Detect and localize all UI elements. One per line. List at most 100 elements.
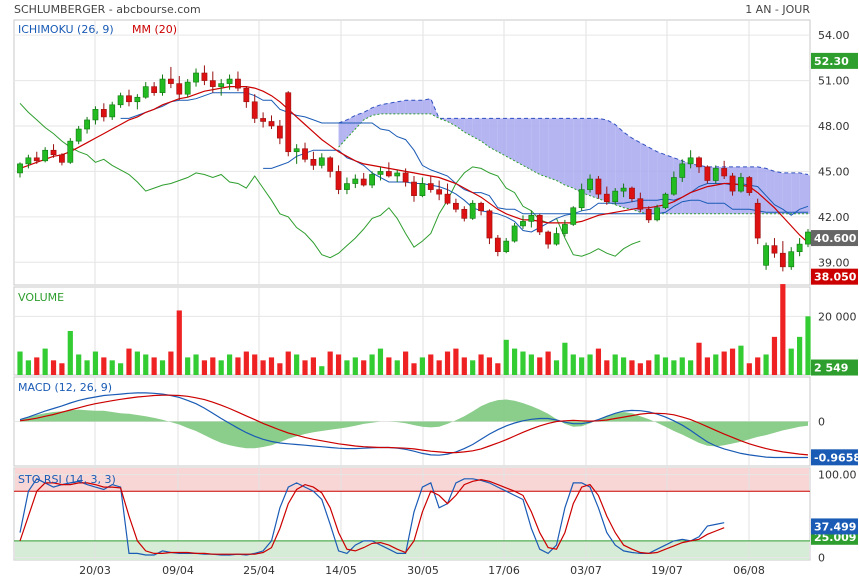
candle-body <box>201 72 208 81</box>
volume-bar <box>579 357 585 375</box>
kumo-cloud-segment <box>782 172 792 214</box>
candle-body <box>645 208 652 221</box>
senkou-span-a <box>338 98 809 175</box>
volume-bar <box>587 354 593 375</box>
header-period: 1 AN - JOUR <box>745 3 810 16</box>
volume-bar <box>134 351 140 375</box>
x-tick-label: 09/04 <box>162 564 194 577</box>
volume-bar <box>654 354 660 375</box>
volume-bar <box>394 360 400 375</box>
kumo-cloud-segment <box>455 118 465 133</box>
candle-body <box>654 207 661 221</box>
volume-bar <box>403 351 409 375</box>
kumo-cloud-segment <box>447 118 456 126</box>
header-title: SCHLUMBERGER - abcbourse.com <box>14 3 201 16</box>
y-tick-label: 54.00 <box>818 29 850 42</box>
kumo-cloud-segment <box>548 118 557 181</box>
sto-badge-1-bg <box>811 518 858 535</box>
x-tick-label: 19/07 <box>651 564 683 577</box>
candle-body <box>729 175 736 192</box>
volume-bar <box>185 357 191 375</box>
volume-bar <box>503 339 509 375</box>
candle-body <box>251 101 258 119</box>
candle-body <box>117 95 124 106</box>
candle-body <box>235 78 241 89</box>
volume-bar <box>42 348 48 375</box>
kumo-cloud-segment <box>774 171 783 214</box>
kumo-cloud-segment <box>397 100 406 114</box>
y-tick-label: 51.00 <box>818 75 850 88</box>
candle-body <box>394 172 401 177</box>
kumo-cloud-segment <box>506 118 515 161</box>
candle-body <box>511 225 518 242</box>
volume-bar <box>545 351 551 375</box>
candle-body <box>587 178 593 190</box>
candle-body <box>17 163 23 174</box>
volume-bar <box>285 351 291 375</box>
kumo-cloud-segment <box>414 100 423 114</box>
kumo-cloud-segment <box>380 103 389 114</box>
volume-bar <box>595 348 602 375</box>
kumo-cloud-segment <box>640 142 649 214</box>
candle-body <box>520 221 526 227</box>
volume-bar <box>696 342 702 375</box>
candle-body <box>193 72 199 83</box>
volume-bar <box>679 357 685 375</box>
candle-body <box>268 121 275 127</box>
candle-body <box>360 178 367 186</box>
candle-body <box>218 83 225 87</box>
candle-body <box>478 202 484 212</box>
volume-bar <box>201 360 208 375</box>
candle-body <box>134 96 141 103</box>
candle-body <box>276 125 283 139</box>
volume-bar <box>92 351 99 375</box>
volume-bar <box>629 360 635 375</box>
candle-body <box>42 149 49 162</box>
candle-body <box>84 119 90 130</box>
volume-bar <box>159 360 166 375</box>
volume-bar <box>277 363 283 375</box>
candle-body <box>310 159 317 166</box>
kumo-cloud-segment <box>338 119 347 148</box>
y-tick-label: 100.00 <box>818 469 857 482</box>
candle-body <box>109 104 116 118</box>
macd-title: MACD (12, 26, 9) <box>18 381 112 394</box>
volume-bar <box>260 360 266 375</box>
candle-body <box>469 202 476 219</box>
kumo-cloud-segment <box>808 174 810 214</box>
kumo-cloud-segment <box>799 172 808 214</box>
volume-bar <box>344 360 350 375</box>
volume-bar <box>218 360 224 375</box>
candle-body <box>696 157 702 168</box>
candle-body <box>721 168 728 177</box>
price-badge-1: 40.600 <box>814 232 857 245</box>
candle-body <box>570 207 577 225</box>
x-tick-label: 17/06 <box>488 564 520 577</box>
kumo-cloud-segment <box>489 118 498 152</box>
kumo-cloud-segment <box>514 118 523 166</box>
volume-bar <box>17 351 23 375</box>
candle-body <box>578 189 585 209</box>
y-tick-label: 48.00 <box>818 120 850 133</box>
volume-bar <box>235 357 241 375</box>
candle-body <box>503 240 510 252</box>
volume-bar <box>369 354 375 375</box>
candle-body <box>419 183 426 196</box>
candle-body <box>738 177 744 192</box>
candle-body <box>67 140 74 163</box>
volume-bar <box>461 357 467 375</box>
volume-bar <box>419 357 425 375</box>
candle-body <box>411 181 417 196</box>
stochrsi-title: STO RSI (14, 3, 3) <box>18 473 116 486</box>
candle-body <box>50 149 57 156</box>
candle-body <box>553 233 560 245</box>
candle-body <box>754 202 761 239</box>
volume-bar <box>570 354 576 375</box>
candle-body <box>377 171 384 175</box>
volume-bar <box>377 348 384 375</box>
volume-bar <box>604 360 610 375</box>
legend-ichimoku: ICHIMOKU (26, 9) <box>18 23 114 36</box>
volume-bar <box>528 354 534 375</box>
volume-bar <box>746 363 752 375</box>
volume-bar <box>797 336 803 375</box>
